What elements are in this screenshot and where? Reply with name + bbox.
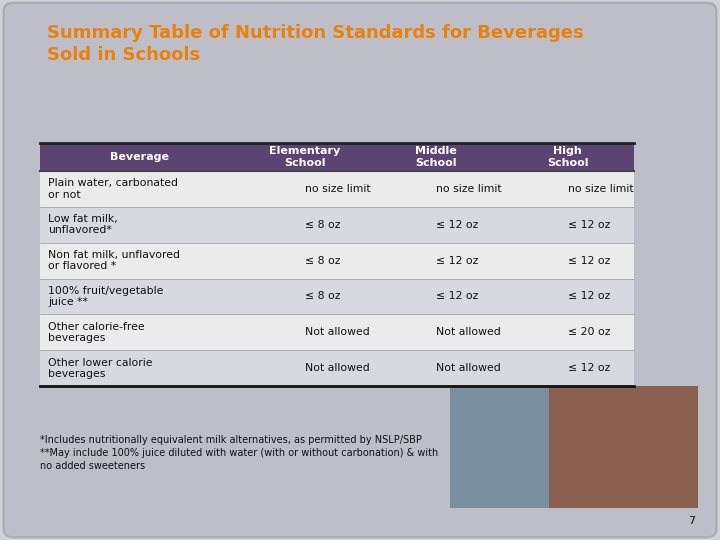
Bar xyxy=(502,242,634,279)
Bar xyxy=(40,143,239,171)
Text: ≤ 20 oz: ≤ 20 oz xyxy=(568,327,611,338)
Text: Beverage: Beverage xyxy=(109,152,168,162)
Text: *Includes nutritionally equivalent milk alternatives, as permitted by NSLP/SBP
*: *Includes nutritionally equivalent milk … xyxy=(40,435,438,471)
Bar xyxy=(502,207,634,242)
Bar xyxy=(370,279,502,314)
Bar xyxy=(502,171,634,207)
Bar xyxy=(370,242,502,279)
Bar xyxy=(549,386,698,508)
Bar xyxy=(40,350,239,386)
Text: no size limit: no size limit xyxy=(305,184,370,194)
FancyBboxPatch shape xyxy=(4,3,716,537)
Text: no size limit: no size limit xyxy=(436,184,502,194)
Text: Not allowed: Not allowed xyxy=(305,327,369,338)
Text: ≤ 12 oz: ≤ 12 oz xyxy=(436,292,479,301)
Text: 100% fruit/vegetable
juice **: 100% fruit/vegetable juice ** xyxy=(48,286,163,307)
Text: Elementary
School: Elementary School xyxy=(269,146,340,168)
Text: ≤ 12 oz: ≤ 12 oz xyxy=(436,255,479,266)
Bar xyxy=(239,207,370,242)
Text: Other calorie-free
beverages: Other calorie-free beverages xyxy=(48,322,145,343)
Text: Not allowed: Not allowed xyxy=(305,363,369,373)
Text: High
School: High School xyxy=(547,146,588,168)
Bar xyxy=(450,386,549,508)
Bar xyxy=(239,350,370,386)
Bar xyxy=(40,171,239,207)
Bar xyxy=(239,242,370,279)
Text: Low fat milk,
unflavored*: Low fat milk, unflavored* xyxy=(48,214,118,235)
Text: Not allowed: Not allowed xyxy=(436,327,501,338)
Text: ≤ 8 oz: ≤ 8 oz xyxy=(305,255,340,266)
Bar xyxy=(40,279,239,314)
Bar xyxy=(370,171,502,207)
Text: ≤ 8 oz: ≤ 8 oz xyxy=(305,292,340,301)
Bar xyxy=(239,279,370,314)
Text: 7: 7 xyxy=(688,516,695,526)
Text: ≤ 8 oz: ≤ 8 oz xyxy=(305,220,340,230)
Bar xyxy=(40,207,239,242)
Bar xyxy=(239,171,370,207)
Bar xyxy=(370,207,502,242)
Bar xyxy=(40,314,239,350)
Bar xyxy=(370,143,502,171)
Text: Plain water, carbonated
or not: Plain water, carbonated or not xyxy=(48,178,179,200)
Text: Other lower calorie
beverages: Other lower calorie beverages xyxy=(48,357,153,379)
Text: ≤ 12 oz: ≤ 12 oz xyxy=(568,363,610,373)
Text: no size limit: no size limit xyxy=(568,184,634,194)
Text: ≤ 12 oz: ≤ 12 oz xyxy=(568,255,610,266)
Bar xyxy=(450,386,698,508)
Text: ≤ 12 oz: ≤ 12 oz xyxy=(568,292,610,301)
Bar xyxy=(370,314,502,350)
Text: Summary Table of Nutrition Standards for Beverages
Sold in Schools: Summary Table of Nutrition Standards for… xyxy=(47,24,583,64)
Bar xyxy=(40,242,239,279)
Bar xyxy=(502,314,634,350)
Text: Non fat milk, unflavored
or flavored *: Non fat milk, unflavored or flavored * xyxy=(48,250,180,271)
Bar xyxy=(370,350,502,386)
Text: Not allowed: Not allowed xyxy=(436,363,501,373)
Bar xyxy=(239,314,370,350)
Bar xyxy=(502,350,634,386)
Text: Middle
School: Middle School xyxy=(415,146,457,168)
Text: ≤ 12 oz: ≤ 12 oz xyxy=(568,220,610,230)
Bar xyxy=(502,279,634,314)
Bar xyxy=(239,143,370,171)
Text: ≤ 12 oz: ≤ 12 oz xyxy=(436,220,479,230)
Bar xyxy=(502,143,634,171)
